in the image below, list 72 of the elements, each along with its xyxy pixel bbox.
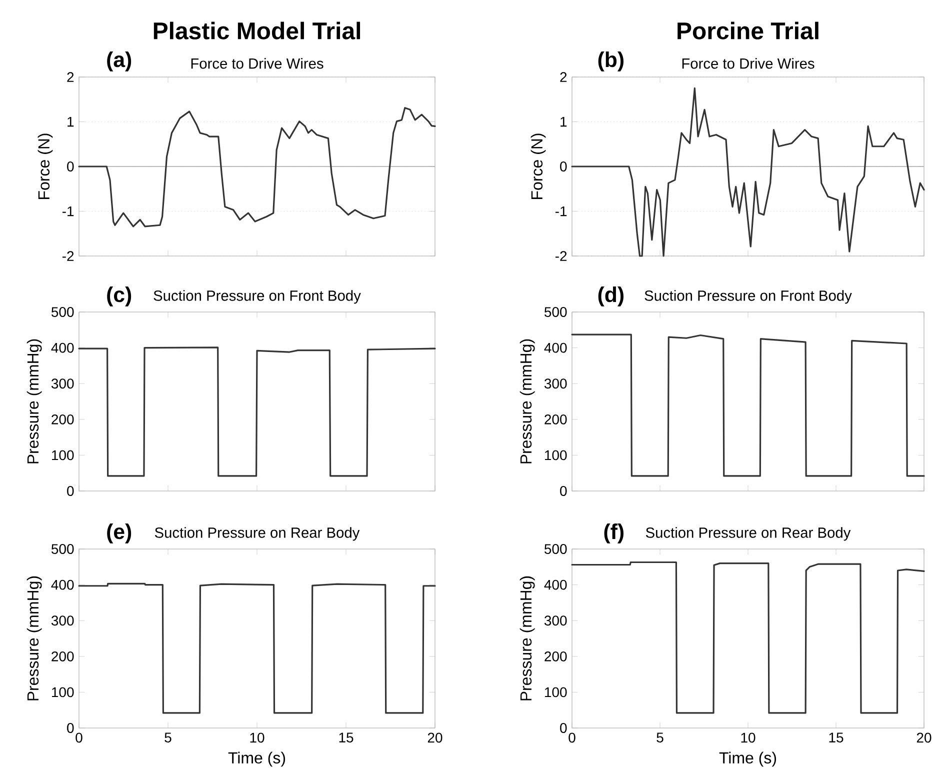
x-tick-label: 10	[250, 732, 264, 743]
y-tick-label: 200	[544, 651, 567, 662]
y-tick-label: 2	[67, 72, 74, 82]
y-tick-label: 0	[67, 723, 74, 733]
x-tick-label: 10	[741, 732, 756, 743]
x-tick-label: 20	[916, 732, 932, 743]
y-tick-label: -1	[555, 206, 567, 216]
x-tick-label: 15	[829, 732, 844, 742]
y-tick-label: 300	[51, 616, 74, 626]
y-tick-label: 400	[544, 342, 567, 353]
y-tick-label: 500	[544, 307, 567, 317]
text: (d)	[598, 286, 624, 306]
y-tick-label: 0	[560, 486, 567, 496]
y-tick-label: -1	[62, 206, 74, 216]
text: (b)	[598, 52, 624, 72]
y-tick-label: 100	[545, 450, 567, 460]
y-tick-label: -2	[555, 251, 567, 261]
y-axis-title: Pressure (mmHg)	[520, 576, 535, 700]
text: (f)	[604, 524, 624, 544]
y-tick-label: -2	[62, 251, 74, 261]
y-tick-label: 200	[52, 414, 74, 424]
text: (e)	[107, 524, 132, 544]
y-tick-label: 400	[544, 580, 567, 590]
y-tick-label: 300	[51, 378, 74, 389]
y-tick-label: 0	[560, 162, 567, 172]
y-tick-label: 1	[68, 116, 74, 127]
chart-title: Force to Drive Wires	[682, 58, 814, 69]
chart-title: Suction Pressure on Rear Body	[154, 527, 360, 541]
text: (c)	[107, 286, 132, 306]
y-axis-title: Pressure (mmHg)	[26, 576, 42, 700]
x-tick-label: 5	[656, 732, 664, 742]
line-series	[571, 87, 925, 257]
chart-title: Suction Pressure on Front Body	[154, 290, 361, 304]
line-series	[571, 334, 925, 477]
y-tick-label: 0	[67, 162, 74, 172]
text: Plastic Model Trial	[154, 22, 360, 40]
x-tick-label: 15	[339, 732, 354, 742]
x-tick-label: 0	[568, 732, 576, 743]
y-tick-label: 500	[51, 544, 74, 554]
y-axis-title: Pressure (mmHg)	[26, 339, 42, 464]
x-axis-title: Time (s)	[719, 752, 776, 767]
y-tick-label: 200	[52, 651, 74, 662]
chart-title: Suction Pressure on Front Body	[644, 290, 852, 304]
x-tick-label: 5	[164, 732, 172, 742]
y-tick-label: 100	[545, 687, 567, 698]
y-tick-label: 0	[67, 486, 74, 496]
y-axis-title: Pressure (mmHg)	[520, 339, 535, 464]
text: (a)	[107, 52, 132, 72]
line-series	[78, 346, 436, 477]
chart-title: Force to Drive Wires	[191, 58, 324, 69]
line-series	[78, 582, 436, 714]
text: Porcine Trial	[678, 22, 818, 40]
y-tick-label: 200	[544, 414, 567, 424]
line-series	[571, 561, 925, 714]
y-tick-label: 100	[52, 687, 74, 698]
x-tick-label: 20	[428, 732, 442, 743]
y-axis-title: Force (N)	[530, 134, 546, 199]
y-tick-label: 500	[544, 544, 567, 554]
y-tick-label: 400	[51, 580, 74, 590]
y-tick-label: 300	[544, 616, 567, 626]
y-tick-label: 100	[52, 450, 74, 460]
y-axis-title: Force (N)	[38, 134, 53, 199]
y-tick-label: 300	[544, 378, 567, 389]
y-tick-label: 500	[51, 307, 74, 317]
y-tick-label: 400	[51, 342, 74, 353]
y-tick-label: 2	[560, 72, 567, 82]
x-axis-title: Time (s)	[228, 752, 286, 767]
y-tick-label: 0	[560, 723, 567, 733]
y-tick-label: 1	[560, 116, 567, 127]
chart-title: Suction Pressure on Rear Body	[646, 527, 851, 541]
line-series	[78, 107, 436, 228]
x-tick-label: 0	[76, 732, 82, 743]
